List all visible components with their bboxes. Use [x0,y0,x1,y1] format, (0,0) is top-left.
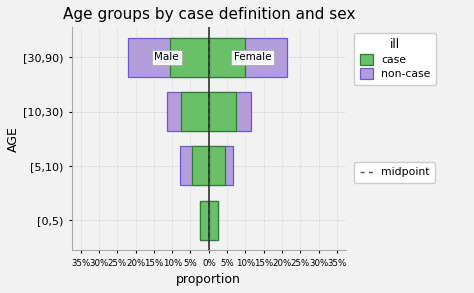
Legend: midpoint: midpoint [354,162,435,183]
Bar [209,146,233,185]
X-axis label: proportion: proportion [176,273,241,286]
Bar [209,201,218,240]
Bar [180,146,209,185]
Bar [209,38,246,77]
Text: Female: Female [234,52,272,62]
Bar [182,92,209,131]
Bar [209,92,251,131]
Y-axis label: AGE: AGE [7,126,20,152]
Bar [200,201,209,240]
Bar [167,92,209,131]
Bar [209,38,287,77]
Bar [192,146,209,185]
Bar [128,38,209,77]
Text: Male: Male [155,52,179,62]
Bar [209,146,225,185]
Bar [200,201,209,240]
Bar [209,92,236,131]
Bar [209,201,218,240]
Title: Age groups by case definition and sex: Age groups by case definition and sex [63,7,355,22]
Bar [170,38,209,77]
